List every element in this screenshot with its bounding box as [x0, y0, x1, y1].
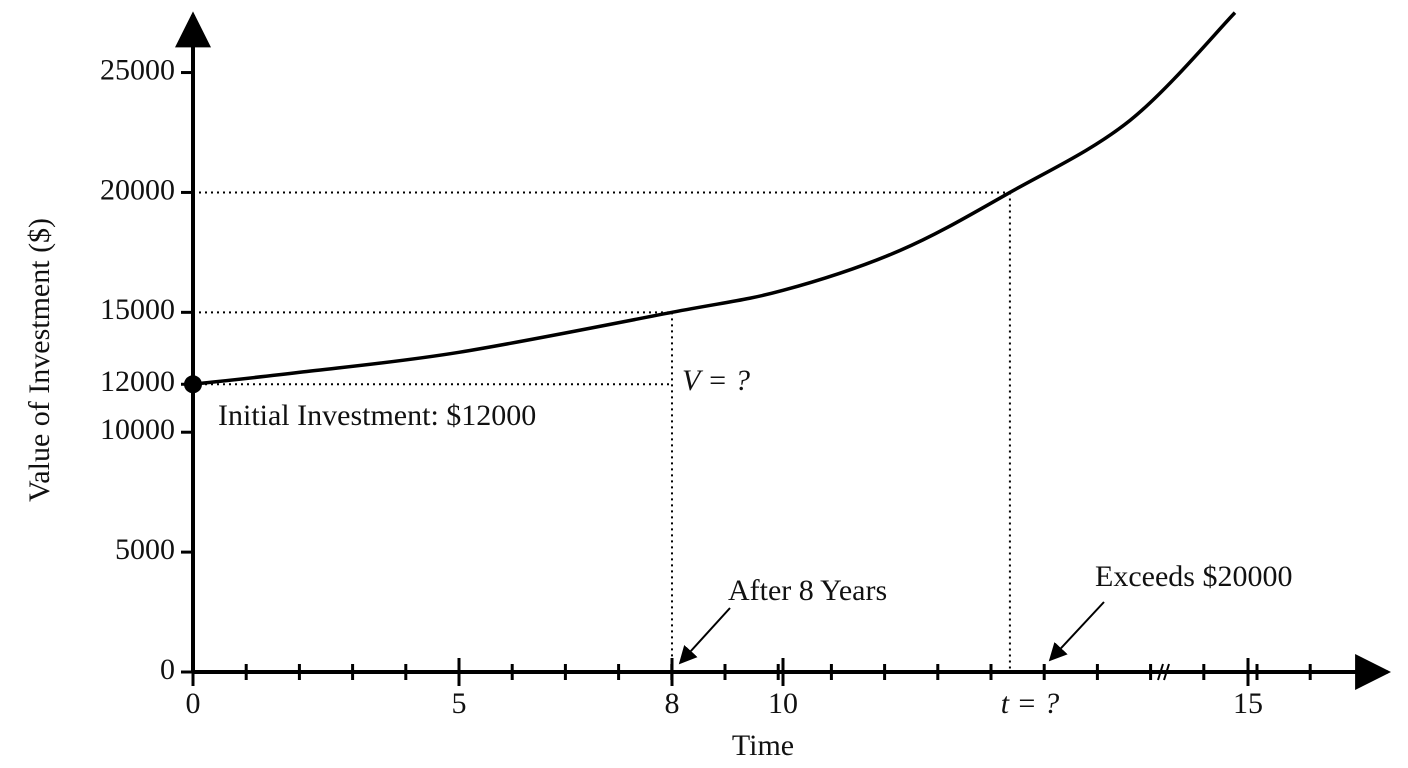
- annotation: t = ?: [1001, 687, 1060, 720]
- y-tick-label: 15000: [100, 293, 175, 326]
- y-tick-label: 20000: [100, 173, 175, 206]
- y-axis-label: Value of Investment ($): [23, 218, 56, 502]
- arrow: [678, 607, 731, 665]
- annotation: Exceeds $20000: [1095, 560, 1292, 593]
- y-tick-label: 12000: [100, 365, 175, 398]
- initial-point: [184, 375, 202, 394]
- axis-break: [1157, 663, 1170, 681]
- y-tick-label: 10000: [100, 413, 175, 446]
- x-tick-label: 0: [186, 687, 201, 720]
- x-tick-label: 10: [768, 687, 798, 720]
- annotation: After 8 Years: [728, 574, 887, 607]
- arrow: [1048, 601, 1105, 662]
- y-tick-label: 0: [160, 653, 175, 686]
- x-tick-label: 5: [452, 687, 467, 720]
- x-axis-label: Time: [732, 729, 794, 762]
- annotation: V = ?: [682, 364, 750, 397]
- annotation: Initial Investment: $12000: [218, 399, 536, 432]
- x-tick-label: 15: [1233, 687, 1263, 720]
- y-tick-label: 5000: [115, 533, 175, 566]
- curve: [192, 11, 1237, 387]
- y-tick-label: 25000: [100, 53, 175, 86]
- x-tick-label: 8: [665, 687, 680, 720]
